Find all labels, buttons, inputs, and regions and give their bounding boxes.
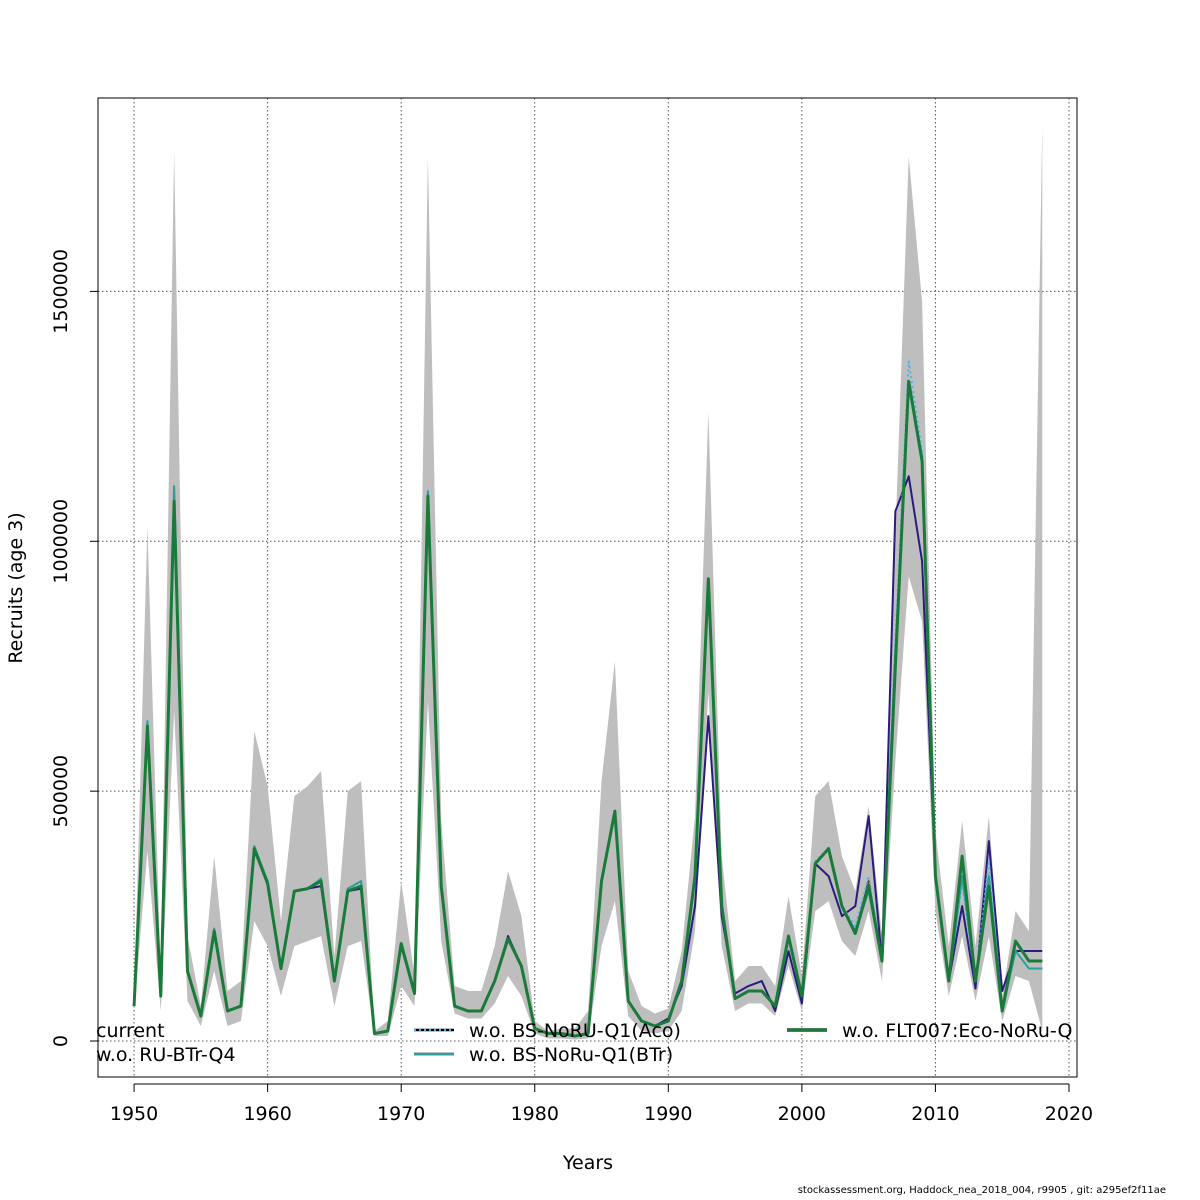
legend-label-4: w.o. FLT007:Eco-NoRu-Q bbox=[842, 1020, 1072, 1042]
x-tick-label-1980: 1980 bbox=[511, 1103, 559, 1125]
legend-label-3: w.o. BS-NoRu-Q1(BTr) bbox=[469, 1044, 673, 1066]
x-tick-label-2000: 2000 bbox=[778, 1103, 826, 1125]
y-axis-title: Recruits (age 3) bbox=[5, 512, 27, 663]
series-line-4 bbox=[132, 379, 1043, 1038]
plot-frame bbox=[97, 97, 1078, 1078]
x-axis: 1950 1960 1970 1980 1990 2000 2010 2020 bbox=[110, 1083, 1093, 1125]
legend-label-1: w.o. RU-BTr-Q4 bbox=[96, 1044, 236, 1066]
x-tick-label-2010: 2010 bbox=[911, 1103, 959, 1125]
x-tick-label-1950: 1950 bbox=[110, 1103, 158, 1125]
x-tick-label-1990: 1990 bbox=[644, 1103, 692, 1125]
grid-lines bbox=[98, 98, 1077, 1077]
y-tick-label-0: 0 bbox=[50, 1035, 72, 1047]
y-tick-label-1000000: 1000000 bbox=[50, 499, 72, 584]
y-axis: 0 500000 1000000 1500000 bbox=[50, 249, 98, 1047]
x-axis-title: Years bbox=[562, 1152, 613, 1174]
x-tick-label-2020: 2020 bbox=[1045, 1103, 1093, 1125]
x-tick-label-1970: 1970 bbox=[377, 1103, 425, 1125]
series-lines bbox=[132, 360, 1043, 1038]
legend-label-2: w.o. BS-NoRU-Q1(Aco) bbox=[469, 1020, 681, 1042]
footer-credit: stockassessment.org, Haddock_nea_2018_00… bbox=[797, 1185, 1166, 1196]
legend-label-0: current bbox=[96, 1020, 165, 1042]
y-tick-label-1500000: 1500000 bbox=[50, 249, 72, 334]
y-tick-label-500000: 500000 bbox=[50, 755, 72, 828]
x-tick-label-1960: 1960 bbox=[243, 1103, 291, 1125]
confidence-band bbox=[134, 126, 1043, 1040]
confidence-band-area bbox=[134, 126, 1043, 1040]
